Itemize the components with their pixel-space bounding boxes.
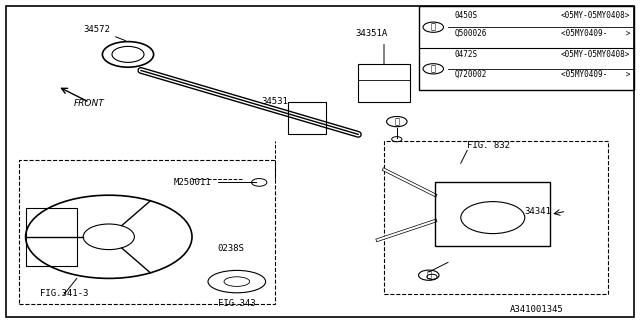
Text: FIG.341-3: FIG.341-3 bbox=[40, 289, 88, 298]
Bar bbox=[26, 208, 77, 266]
Text: ②: ② bbox=[394, 117, 399, 126]
Text: <05MY0409-    >: <05MY0409- > bbox=[561, 70, 630, 79]
Text: <05MY-05MY0408>: <05MY-05MY0408> bbox=[561, 50, 630, 59]
Bar bbox=[358, 64, 410, 102]
Text: 34341: 34341 bbox=[525, 207, 552, 216]
Text: 34572: 34572 bbox=[83, 25, 125, 41]
Bar bbox=[19, 160, 275, 304]
Text: ①: ① bbox=[431, 23, 436, 32]
Text: ②: ② bbox=[431, 64, 436, 73]
Text: Q500026: Q500026 bbox=[454, 29, 487, 38]
Bar bbox=[288, 102, 326, 134]
Bar bbox=[419, 6, 634, 90]
Text: ①: ① bbox=[426, 271, 431, 280]
Text: A341001345: A341001345 bbox=[509, 305, 563, 314]
Bar bbox=[384, 141, 608, 294]
Text: FIG.343: FIG.343 bbox=[218, 299, 255, 308]
Text: 0472S: 0472S bbox=[454, 50, 477, 59]
Text: 34351A: 34351A bbox=[355, 29, 387, 38]
Text: Q720002: Q720002 bbox=[454, 70, 487, 79]
Text: <05MY-05MY0408>: <05MY-05MY0408> bbox=[561, 11, 630, 20]
Text: 34531: 34531 bbox=[262, 97, 289, 106]
Text: <05MY0409-    >: <05MY0409- > bbox=[561, 29, 630, 38]
Text: FIG. 832: FIG. 832 bbox=[467, 141, 510, 150]
Text: FRONT: FRONT bbox=[74, 99, 104, 108]
Bar bbox=[435, 182, 550, 246]
Text: M250011: M250011 bbox=[173, 178, 211, 187]
Text: 0238S: 0238S bbox=[217, 244, 244, 253]
Text: 0450S: 0450S bbox=[454, 11, 477, 20]
